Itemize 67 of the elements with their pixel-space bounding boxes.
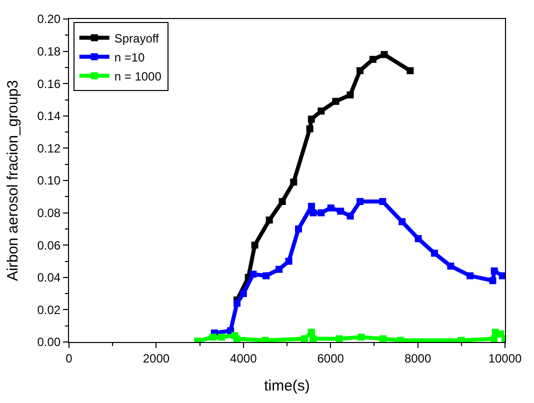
point — [250, 270, 257, 278]
y-tick-label: 0.12 — [37, 141, 61, 156]
point — [251, 242, 258, 249]
point — [262, 272, 270, 280]
point — [398, 218, 406, 226]
x-tick-label: 10000 — [488, 351, 522, 366]
y-tick-label: 0.02 — [37, 302, 61, 317]
point — [318, 209, 325, 216]
point — [290, 178, 298, 186]
y-tick-label: 0.10 — [37, 174, 61, 188]
point — [266, 216, 273, 224]
point — [327, 204, 334, 212]
point — [233, 335, 240, 342]
legend-label: n =10 — [114, 50, 146, 64]
legend-label: Sprayoff — [114, 31, 160, 46]
point — [380, 51, 388, 58]
y-tick-label: 0.20 — [37, 12, 61, 26]
point — [356, 67, 364, 74]
point — [490, 267, 498, 274]
point — [358, 334, 365, 341]
point — [209, 334, 216, 341]
point — [336, 335, 343, 342]
point — [295, 225, 302, 232]
point — [430, 250, 438, 257]
point — [346, 212, 354, 220]
point — [233, 300, 240, 307]
point — [489, 277, 496, 284]
y-tick-label: 0.00 — [37, 335, 61, 350]
y-tick-label: 0.06 — [37, 238, 61, 252]
point — [447, 262, 454, 270]
point — [285, 258, 292, 265]
point — [218, 334, 226, 341]
point — [498, 272, 505, 280]
x-tick-label: 0 — [66, 351, 73, 366]
y-axis-title: Airbon aerosol fracion_group3 — [4, 80, 22, 281]
x-tick-label: 6000 — [317, 351, 344, 366]
x-tick-label: 2000 — [142, 351, 170, 366]
point — [308, 116, 315, 123]
point — [379, 335, 386, 342]
point — [278, 198, 286, 205]
point — [337, 208, 344, 215]
y-tick-label: 0.04 — [37, 270, 61, 285]
x-axis-title: time(s) — [264, 377, 310, 394]
y-tick-label: 0.08 — [37, 206, 61, 220]
point — [414, 235, 422, 242]
y-tick-label: 0.16 — [37, 76, 61, 91]
point — [308, 202, 315, 210]
y-tick-label: 0.18 — [37, 44, 61, 58]
x-tick-label: 8000 — [404, 351, 432, 366]
point — [310, 209, 317, 216]
point — [406, 67, 414, 74]
point — [240, 290, 247, 298]
point — [300, 335, 308, 342]
y-tick-label: 0.14 — [37, 109, 61, 124]
point — [306, 125, 314, 132]
point — [308, 328, 315, 336]
point — [332, 98, 340, 105]
point — [466, 272, 474, 280]
point — [369, 56, 376, 63]
point — [379, 198, 386, 205]
x-tick-label: 4000 — [230, 351, 258, 366]
point — [318, 108, 325, 115]
point — [346, 91, 354, 98]
point — [356, 198, 364, 205]
point — [276, 266, 283, 273]
point — [310, 335, 317, 342]
legend-label: n = 1000 — [114, 69, 162, 84]
